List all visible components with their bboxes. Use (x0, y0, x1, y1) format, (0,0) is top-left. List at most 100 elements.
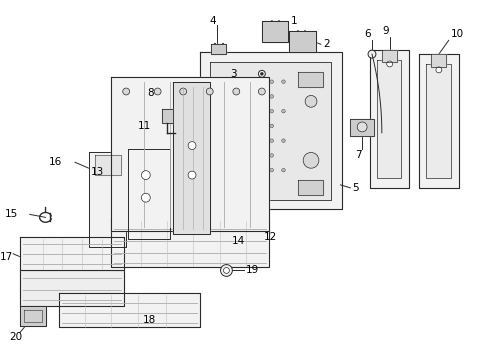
Polygon shape (20, 306, 45, 325)
Circle shape (246, 154, 249, 157)
Text: 13: 13 (91, 167, 104, 177)
Circle shape (222, 154, 226, 157)
Circle shape (222, 124, 226, 128)
Text: 1: 1 (290, 16, 296, 26)
Polygon shape (210, 44, 226, 54)
Polygon shape (173, 82, 209, 234)
Text: 8: 8 (147, 89, 154, 99)
Circle shape (246, 124, 249, 128)
Text: 10: 10 (450, 30, 463, 40)
Text: 11: 11 (137, 121, 150, 131)
Circle shape (435, 67, 441, 73)
Text: 17: 17 (0, 252, 13, 262)
Text: 2: 2 (322, 39, 329, 49)
Circle shape (220, 265, 232, 276)
Polygon shape (89, 153, 126, 247)
Circle shape (188, 141, 196, 149)
Text: 5: 5 (351, 183, 358, 193)
Circle shape (234, 124, 238, 128)
Polygon shape (111, 77, 268, 231)
Circle shape (234, 183, 238, 187)
Circle shape (141, 171, 150, 180)
Circle shape (281, 139, 285, 143)
Circle shape (222, 168, 226, 172)
Circle shape (206, 88, 213, 95)
Circle shape (258, 139, 261, 143)
Circle shape (269, 139, 273, 143)
Text: 20: 20 (9, 332, 22, 342)
Circle shape (269, 80, 273, 84)
Polygon shape (298, 72, 322, 87)
Polygon shape (369, 50, 408, 188)
Circle shape (258, 95, 261, 98)
Polygon shape (298, 180, 322, 195)
Circle shape (122, 88, 129, 95)
Text: 3: 3 (229, 69, 236, 79)
Circle shape (281, 109, 285, 113)
Circle shape (246, 183, 249, 187)
Text: 7: 7 (354, 150, 361, 161)
Text: 18: 18 (143, 315, 156, 325)
Circle shape (222, 95, 226, 98)
Circle shape (258, 124, 261, 128)
Circle shape (258, 109, 261, 113)
Polygon shape (20, 270, 124, 306)
Circle shape (180, 88, 186, 95)
Circle shape (305, 95, 316, 107)
Text: 4: 4 (209, 16, 216, 26)
Polygon shape (161, 109, 173, 123)
Circle shape (222, 109, 226, 113)
Circle shape (234, 168, 238, 172)
Polygon shape (111, 219, 268, 266)
Circle shape (258, 168, 261, 172)
Polygon shape (376, 60, 401, 178)
Circle shape (258, 183, 261, 187)
Text: 14: 14 (231, 236, 244, 246)
Circle shape (232, 88, 239, 95)
Circle shape (260, 72, 263, 75)
Polygon shape (381, 50, 396, 62)
Text: 15: 15 (5, 210, 18, 219)
Text: 6: 6 (364, 30, 370, 40)
Polygon shape (349, 119, 373, 136)
Circle shape (246, 80, 249, 84)
Circle shape (234, 154, 238, 157)
Polygon shape (289, 31, 315, 52)
Circle shape (269, 95, 273, 98)
Polygon shape (24, 310, 41, 321)
Circle shape (303, 153, 318, 168)
Circle shape (367, 50, 375, 58)
Polygon shape (418, 54, 458, 188)
Circle shape (234, 95, 238, 98)
Circle shape (246, 139, 249, 143)
Circle shape (269, 168, 273, 172)
Circle shape (258, 88, 265, 95)
Circle shape (188, 171, 196, 179)
Circle shape (258, 154, 261, 157)
Circle shape (154, 88, 161, 95)
Circle shape (258, 80, 261, 84)
Circle shape (357, 122, 366, 132)
Circle shape (281, 80, 285, 84)
Circle shape (222, 80, 226, 84)
Polygon shape (59, 293, 200, 328)
Circle shape (269, 109, 273, 113)
Circle shape (246, 109, 249, 113)
Polygon shape (200, 52, 342, 210)
Circle shape (281, 168, 285, 172)
Circle shape (234, 139, 238, 143)
Polygon shape (95, 156, 121, 175)
Text: 19: 19 (245, 265, 259, 275)
Circle shape (222, 183, 226, 187)
Circle shape (141, 193, 150, 202)
Circle shape (246, 168, 249, 172)
Polygon shape (209, 62, 330, 200)
Circle shape (222, 139, 226, 143)
Polygon shape (128, 149, 170, 239)
Circle shape (258, 70, 265, 77)
Circle shape (269, 154, 273, 157)
Circle shape (223, 267, 229, 273)
Polygon shape (262, 21, 288, 42)
Circle shape (234, 80, 238, 84)
Text: 12: 12 (264, 232, 277, 242)
